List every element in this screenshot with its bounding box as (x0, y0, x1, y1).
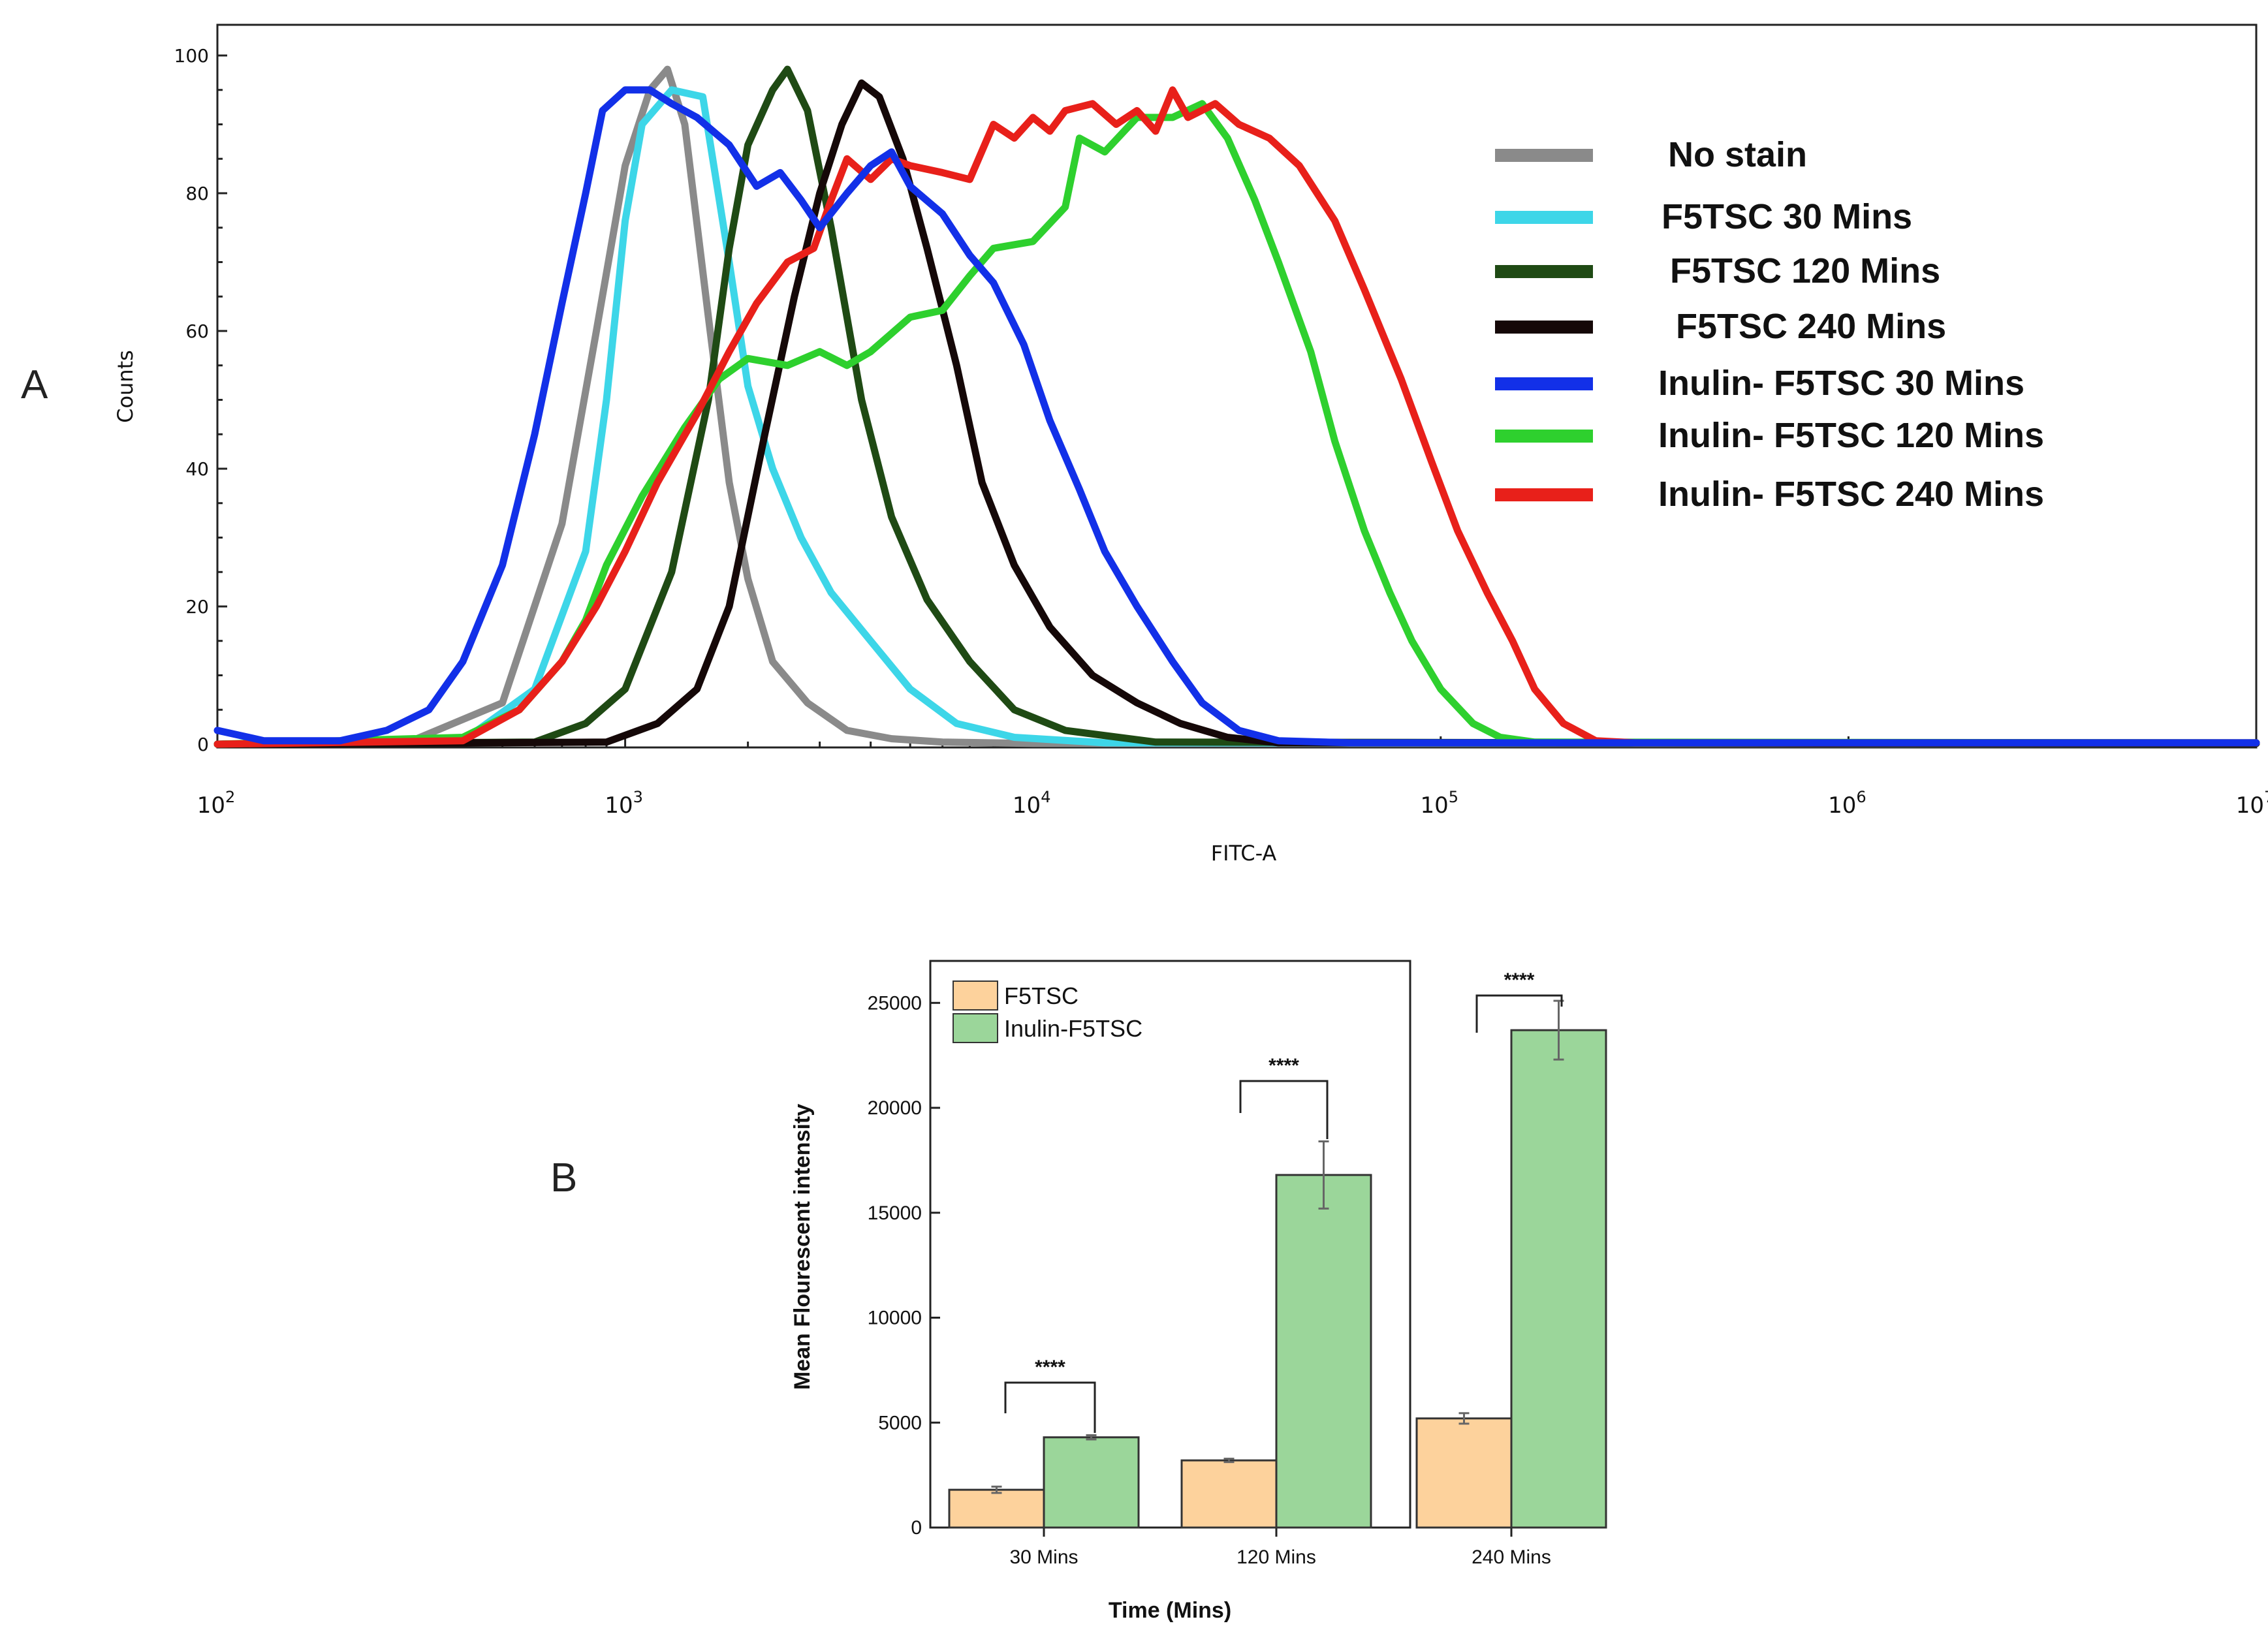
error-bars (991, 999, 1564, 1494)
y-axis-label-b: Mean Flourescent intensity (790, 1104, 815, 1390)
legend-label-a: No stain (1668, 135, 1807, 174)
legend-swatch-b (953, 1013, 998, 1043)
bars (948, 1029, 1607, 1529)
legend-b: F5TSC Inulin-F5TSC (953, 980, 1142, 1043)
x-tick-label: 103 (605, 788, 643, 819)
legend-label-b: F5TSC (1004, 982, 1079, 1009)
curve-7 (213, 86, 2260, 748)
bar (948, 1488, 1045, 1529)
y-tick-label: 40 (185, 458, 209, 480)
y-tick-label: 80 (185, 183, 209, 204)
x-tick-label: 106 (1828, 788, 1866, 819)
x-tick-labels-a: 102 103 104 105 106 107 (197, 788, 2268, 819)
axis-ticks-b: 0 5000 10000 15000 20000 25000 30 Mins 120 Mins… (868, 992, 1551, 1568)
curve-5 (213, 86, 2260, 747)
y-tick-labels-a: 0 20 40 60 80 100 (174, 45, 209, 755)
y-tick-label-b: 25000 (868, 992, 922, 1014)
significance-label: **** (1504, 969, 1535, 991)
panel-label-b: B (550, 1155, 577, 1200)
y-axis-label-a: Counts (113, 350, 138, 423)
plot-frame-b (929, 960, 1411, 1529)
curve-3 (213, 65, 2260, 748)
significance-bracket (1239, 1080, 1329, 1139)
significance-bracket (1475, 994, 1563, 1033)
y-tick-label: 60 (185, 321, 209, 342)
y-tick-label-b: 20000 (868, 1097, 922, 1119)
x-axis-label-b: Time (Mins) (1109, 1598, 1231, 1623)
bar (1180, 1459, 1278, 1529)
curve-2 (213, 86, 2260, 748)
x-tick-label-b: 240 Mins (1472, 1546, 1551, 1568)
y-tick-label-b: 10000 (868, 1308, 922, 1329)
histogram-curves (213, 65, 2260, 748)
curve-1 (213, 65, 2260, 748)
bar (1415, 1417, 1513, 1529)
curve-4 (213, 79, 2260, 748)
curve-6 (213, 100, 2260, 748)
x-tick-label-b: 30 Mins (1009, 1546, 1078, 1568)
bar (1510, 1029, 1607, 1529)
x-tick-label: 104 (1013, 788, 1051, 819)
bar (1043, 1436, 1140, 1529)
legend-label-a: Inulin- F5TSC 120 Mins (1658, 416, 2044, 455)
plot-frame-a (216, 24, 2258, 749)
histogram-chart: 0 20 40 60 80 100 102 103 104 105 106 107 FITC-A C… (113, 24, 2268, 866)
significance-label: **** (1268, 1055, 1299, 1076)
y-tick-label-b: 0 (911, 1517, 922, 1539)
panel-label-a: A (21, 362, 48, 407)
legend-label-b: Inulin-F5TSC (1004, 1015, 1142, 1042)
x-tick-label: 102 (197, 788, 236, 819)
legend-label-a: F5TSC 120 Mins (1670, 251, 1940, 290)
x-tick-label-b: 120 Mins (1236, 1546, 1316, 1568)
y-tick-label: 100 (174, 45, 209, 67)
legend-a: No stain F5TSC 30 Mins F5TSC 120 Mins F5TSC… (1495, 135, 2044, 514)
y-tick-label: 20 (185, 596, 209, 618)
legend-label-a: F5TSC 30 Mins (1662, 197, 1912, 236)
legend-label-a: F5TSC 240 Mins (1676, 307, 1946, 346)
legend-label-a: Inulin- F5TSC 240 Mins (1658, 475, 2044, 514)
y-tick-label-b: 15000 (868, 1202, 922, 1224)
x-tick-label: 107 (2236, 788, 2268, 819)
significance-brackets: **** **** **** (1004, 969, 1563, 1433)
y-tick-label-b: 5000 (878, 1412, 922, 1434)
bar (1275, 1174, 1372, 1529)
x-tick-label: 105 (1421, 788, 1459, 819)
y-tick-label: 0 (197, 734, 209, 755)
x-axis-label-a: FITC-A (1211, 841, 1277, 866)
significance-label: **** (1035, 1357, 1065, 1378)
legend-swatch-b (953, 980, 998, 1011)
significance-bracket (1004, 1381, 1096, 1433)
legend-label-a: Inulin- F5TSC 30 Mins (1658, 364, 2024, 403)
bar-chart: 0 5000 10000 15000 20000 25000 30 Mins 120 Mins… (790, 960, 1607, 1623)
